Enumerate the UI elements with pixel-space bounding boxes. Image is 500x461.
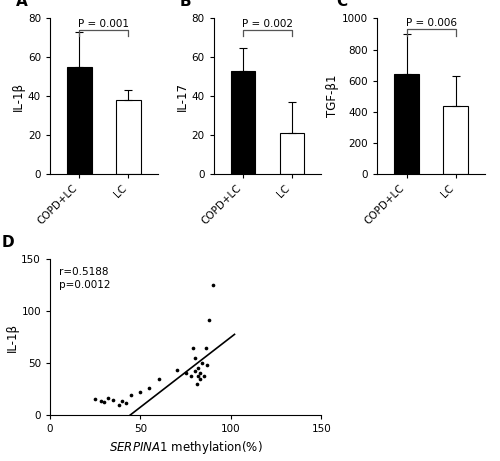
X-axis label: $\mathit{SERPINA1}$ methylation(%): $\mathit{SERPINA1}$ methylation(%) xyxy=(109,439,262,456)
Y-axis label: IL-1β: IL-1β xyxy=(6,323,18,352)
Bar xyxy=(280,133,304,174)
Point xyxy=(118,398,126,405)
Point xyxy=(122,400,130,407)
Text: C: C xyxy=(336,0,347,9)
Text: r=0.5188: r=0.5188 xyxy=(59,266,108,277)
Point xyxy=(128,391,136,399)
Point xyxy=(202,344,209,351)
Point xyxy=(196,375,204,382)
Point xyxy=(205,316,213,323)
Point xyxy=(146,384,154,392)
Point xyxy=(91,396,99,403)
Text: B: B xyxy=(179,0,191,9)
Point xyxy=(190,354,198,361)
Y-axis label: TGF-β1: TGF-β1 xyxy=(326,75,340,118)
Point xyxy=(189,344,197,351)
Text: D: D xyxy=(1,235,14,250)
Bar xyxy=(116,100,140,174)
Y-axis label: IL-17: IL-17 xyxy=(176,82,188,111)
Bar xyxy=(444,106,468,174)
Point xyxy=(209,282,217,289)
Point xyxy=(172,366,180,374)
Point xyxy=(154,375,162,382)
Bar xyxy=(67,67,92,174)
Text: A: A xyxy=(16,0,28,9)
Point xyxy=(196,370,204,377)
Point xyxy=(192,380,200,388)
Y-axis label: IL-1β: IL-1β xyxy=(12,82,25,111)
Point xyxy=(187,372,195,379)
Point xyxy=(110,397,118,404)
Point xyxy=(194,365,202,372)
Point xyxy=(114,401,122,408)
Point xyxy=(182,370,190,377)
Point xyxy=(96,398,104,405)
Text: p=0.0012: p=0.0012 xyxy=(59,280,110,290)
Bar xyxy=(231,71,256,174)
Point xyxy=(194,372,202,379)
Text: P = 0.001: P = 0.001 xyxy=(78,18,130,29)
Point xyxy=(190,368,198,375)
Text: P = 0.006: P = 0.006 xyxy=(406,18,456,28)
Text: P = 0.002: P = 0.002 xyxy=(242,18,293,29)
Point xyxy=(136,389,144,396)
Point xyxy=(204,361,212,369)
Point xyxy=(104,395,112,402)
Point xyxy=(200,372,208,379)
Point xyxy=(100,399,108,406)
Bar xyxy=(394,74,419,174)
Point xyxy=(198,360,206,367)
